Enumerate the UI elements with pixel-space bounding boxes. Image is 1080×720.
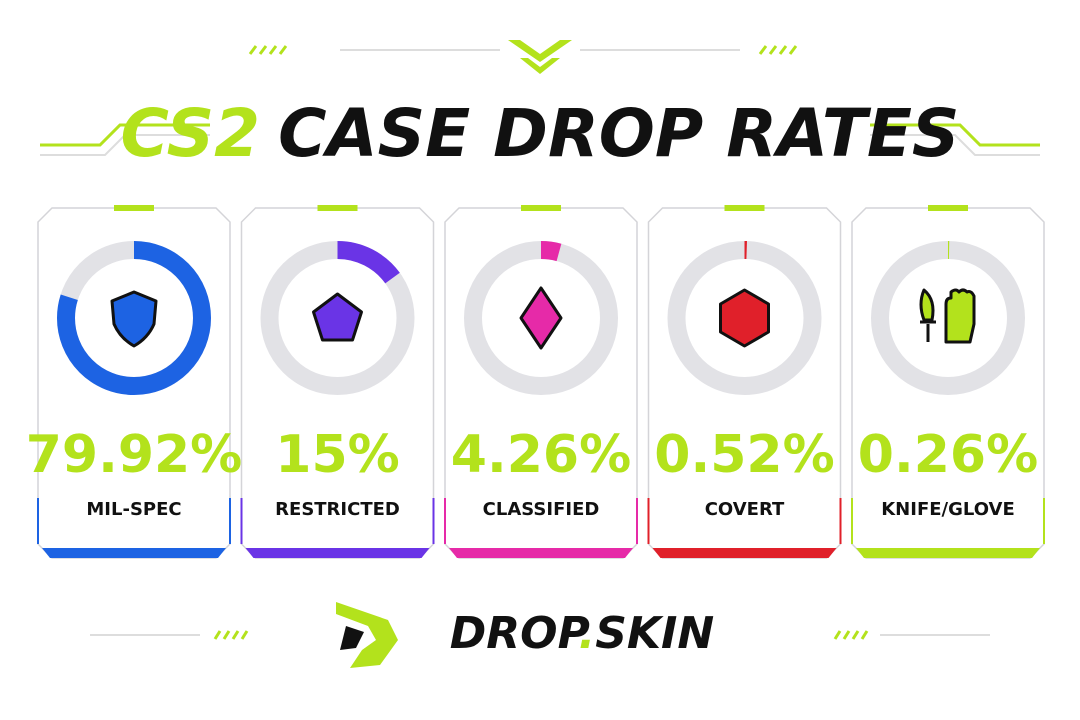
- card-top-accent: [317, 205, 358, 211]
- card-bottom-bar: [42, 548, 226, 558]
- title: CS2 CASE DROP RATES: [121, 95, 960, 172]
- donut-arc: [260, 241, 415, 395]
- donut-arc: [57, 241, 211, 395]
- value-label: 15%: [275, 425, 399, 485]
- value-label: 4.26%: [451, 425, 631, 485]
- value-label: 79.92%: [26, 425, 243, 485]
- brand-dot: .: [579, 608, 596, 659]
- category-label: CLASSIFIED: [483, 499, 600, 520]
- donut-arc: [871, 241, 1025, 395]
- category-label: MIL-SPEC: [86, 499, 181, 520]
- donut-arc: [667, 241, 822, 395]
- value-label: 0.52%: [654, 425, 834, 485]
- cards: 79.92% MIL-SPEC 15% RESTRICTED 4.26% CLASSIFI…: [26, 205, 1045, 559]
- icon-diamond: [519, 286, 563, 350]
- card-top-accent: [114, 205, 154, 211]
- brand-part: SKIN: [595, 608, 714, 659]
- card-bottom-bar: [245, 548, 430, 558]
- category-label: COVERT: [705, 499, 785, 520]
- value-label: 0.26%: [858, 425, 1038, 485]
- icon-knife: [919, 288, 936, 342]
- card-top-accent: [928, 205, 968, 211]
- icon-shield: [110, 290, 158, 348]
- card-bottom-bar: [856, 548, 1040, 558]
- brand-logo: [336, 602, 398, 668]
- title-text: CASE DROP RATES: [278, 95, 959, 172]
- top-decoration: [40, 40, 1040, 156]
- category-label: KNIFE/GLOVE: [881, 499, 1015, 520]
- brand-logo-inner: [340, 626, 364, 650]
- card-top-accent: [521, 205, 561, 211]
- footer-decoration: [90, 602, 990, 668]
- icon-glove: [944, 288, 976, 344]
- donut-arc: [464, 241, 618, 395]
- icon-pentagon: [312, 292, 363, 342]
- card-bottom-bar: [652, 548, 837, 558]
- brand: DROP.SKIN: [450, 608, 714, 659]
- title-highlight: CS2: [121, 95, 261, 172]
- brand-part: DROP: [450, 608, 590, 659]
- card-top-accent: [724, 205, 765, 211]
- category-label: RESTRICTED: [275, 499, 400, 520]
- card-bottom-bar: [449, 548, 633, 558]
- icon-hexagon: [719, 288, 770, 348]
